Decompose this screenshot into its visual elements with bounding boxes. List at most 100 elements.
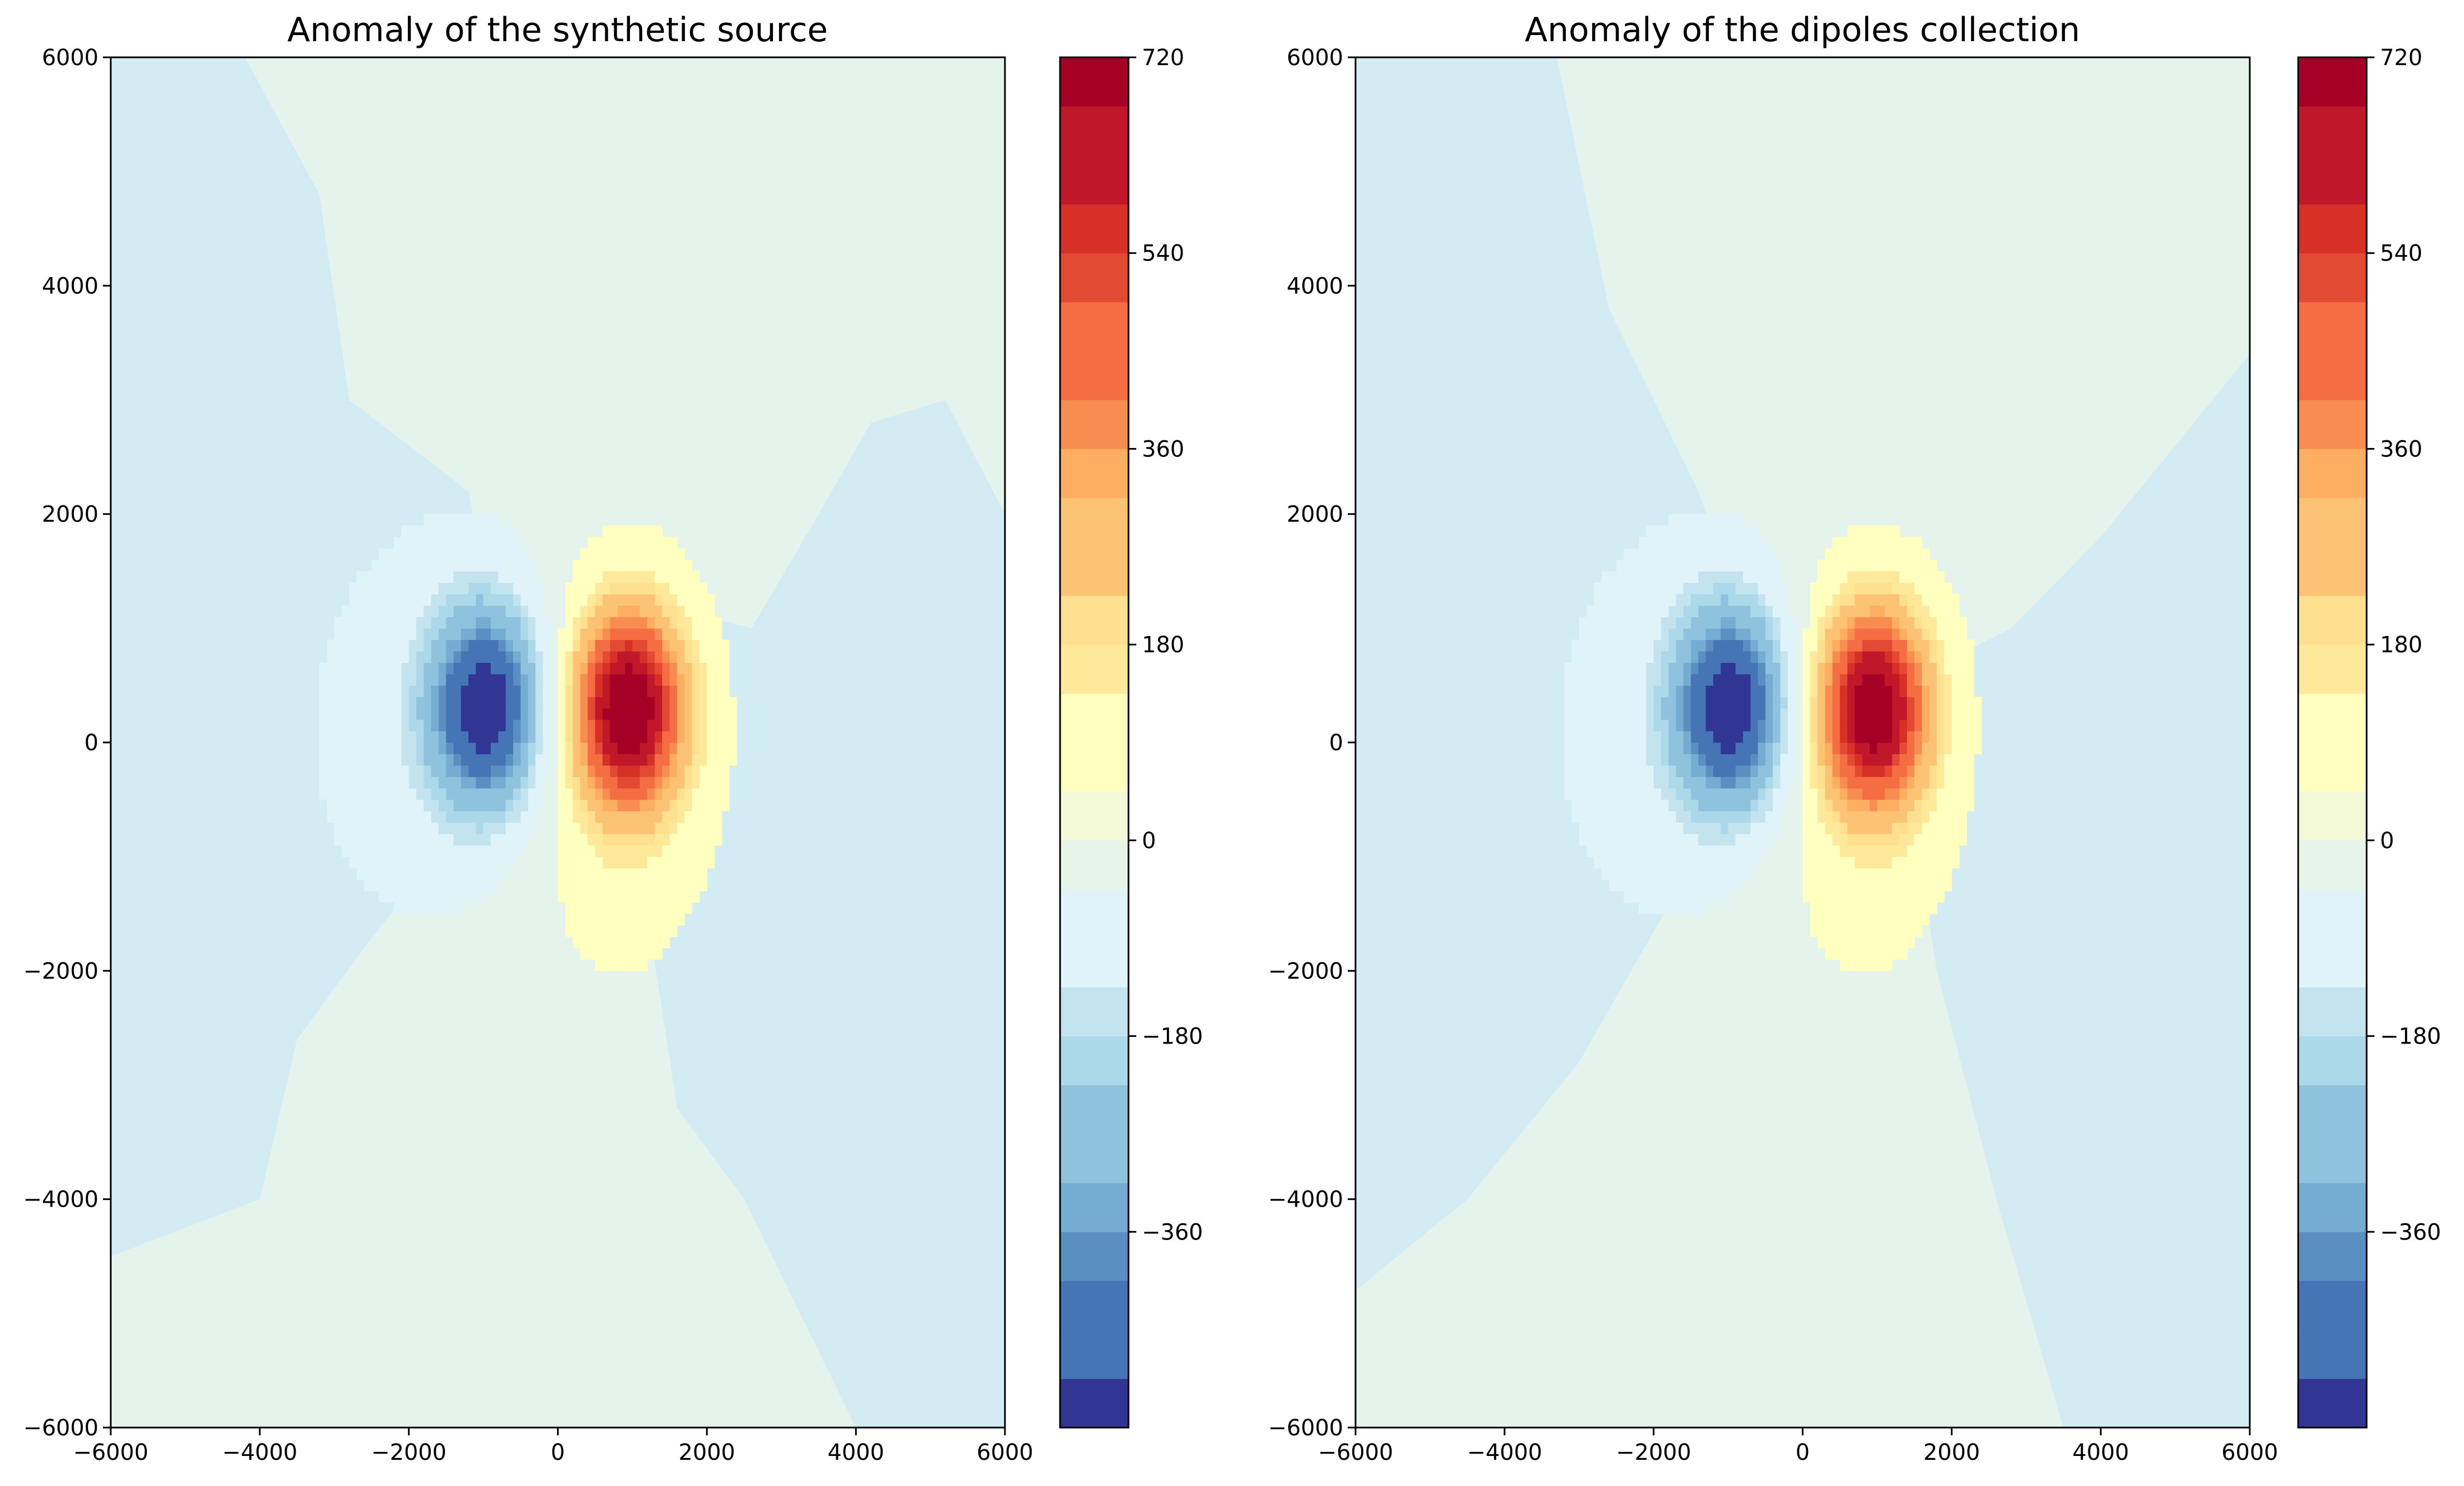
- contour-cell: [1668, 799, 1677, 811]
- contour-cell: [684, 799, 693, 811]
- contour-cell: [438, 811, 447, 823]
- contour-cell: [573, 639, 581, 652]
- contour-cell: [1728, 696, 1736, 709]
- contour-cell: [580, 605, 588, 617]
- contour-cell: [483, 834, 491, 846]
- contour-cell: [349, 811, 357, 823]
- contour-cell: [1772, 811, 1781, 823]
- contour-cell: [334, 639, 342, 652]
- contour-cell: [438, 594, 447, 606]
- contour-cell: [379, 857, 387, 869]
- contour-cell: [1683, 765, 1692, 778]
- contour-cell: [1668, 811, 1677, 823]
- contour-cell: [654, 571, 663, 583]
- colorbar-band: [1060, 1134, 1128, 1183]
- contour-cell: [1765, 594, 1773, 606]
- contour-cell: [1892, 902, 1900, 914]
- contour-cell: [588, 902, 596, 914]
- contour-cell: [595, 902, 603, 914]
- contour-cell: [1929, 731, 1938, 743]
- contour-cell: [393, 708, 402, 720]
- contour-cell: [1586, 685, 1595, 697]
- contour-cell: [1609, 571, 1617, 583]
- contour-cell: [1929, 719, 1938, 732]
- contour-cell: [602, 834, 610, 846]
- contour-cell: [423, 662, 432, 675]
- colorbar-tick-label: 0: [2380, 828, 2394, 854]
- contour-cell: [1579, 742, 1587, 755]
- contour-cell: [1594, 731, 1602, 743]
- contour-cell: [379, 799, 387, 811]
- contour-cell: [461, 628, 469, 640]
- contour-cell: [1735, 811, 1743, 823]
- contour-cell: [1758, 537, 1766, 549]
- contour-cell: [490, 788, 499, 800]
- contour-cell: [1706, 525, 1714, 538]
- contour-cell: [1847, 628, 1855, 640]
- contour-cell: [1713, 731, 1721, 743]
- contour-cell: [617, 525, 625, 538]
- contour-cell: [1825, 845, 1833, 857]
- contour-cell: [1646, 662, 1654, 675]
- contour-cell: [513, 605, 521, 617]
- contour-cell: [699, 811, 707, 823]
- contour-cell: [1743, 776, 1751, 789]
- contour-cell: [1772, 696, 1781, 709]
- contour-cell: [1936, 571, 1945, 583]
- contour-cell: [446, 639, 454, 652]
- contour-cell: [588, 845, 596, 857]
- contour-cell: [1870, 628, 1878, 640]
- contour-cell: [588, 662, 596, 675]
- contour-cell: [1758, 719, 1766, 732]
- colorbar-band: [1060, 644, 1128, 694]
- contour-cell: [483, 696, 491, 709]
- contour-cell: [446, 673, 454, 686]
- contour-cell: [1959, 788, 1967, 800]
- contour-cell: [476, 754, 484, 766]
- contour-cell: [1594, 639, 1602, 652]
- contour-cell: [1661, 639, 1669, 652]
- contour-cell: [1892, 594, 1900, 606]
- contour-cell: [1691, 696, 1699, 709]
- contour-cell: [654, 776, 663, 789]
- contour-cell: [535, 594, 544, 606]
- contour-cell: [1631, 890, 1639, 903]
- contour-cell: [580, 548, 588, 560]
- contour-cell: [1825, 696, 1833, 709]
- contour-cell: [669, 925, 678, 937]
- contour-cell: [1683, 571, 1692, 583]
- contour-cell: [1765, 719, 1773, 732]
- contour-cell: [610, 890, 618, 903]
- contour-cell: [431, 788, 439, 800]
- contour-cell: [1772, 685, 1781, 697]
- contour-cell: [1616, 685, 1624, 697]
- contour-cell: [1840, 742, 1848, 755]
- contour-cell: [454, 731, 462, 743]
- contour-cell: [1735, 537, 1743, 549]
- contour-cell: [535, 662, 544, 675]
- contour-cell: [1914, 822, 1923, 834]
- contour-cell: [1840, 765, 1848, 778]
- contour-cell: [1899, 879, 1908, 892]
- contour-cell: [595, 719, 603, 732]
- contour-cell: [662, 628, 670, 640]
- contour-cell: [558, 639, 566, 652]
- contour-cell: [632, 868, 640, 880]
- contour-cell: [1616, 651, 1624, 663]
- contour-cell: [639, 525, 648, 538]
- contour-cell: [669, 685, 678, 697]
- contour-cell: [1750, 719, 1758, 732]
- contour-cell: [1825, 788, 1833, 800]
- contour-cell: [602, 776, 610, 789]
- contour-cell: [1765, 662, 1773, 675]
- contour-cell: [1959, 834, 1967, 846]
- contour-cell: [1944, 811, 1952, 823]
- contour-cell: [684, 902, 693, 914]
- contour-cell: [476, 673, 484, 686]
- contour-cell: [393, 594, 402, 606]
- contour-cell: [446, 582, 454, 594]
- contour-cell: [520, 765, 529, 778]
- contour-cell: [632, 594, 640, 606]
- contour-cell: [1921, 857, 1930, 869]
- contour-cell: [461, 708, 469, 720]
